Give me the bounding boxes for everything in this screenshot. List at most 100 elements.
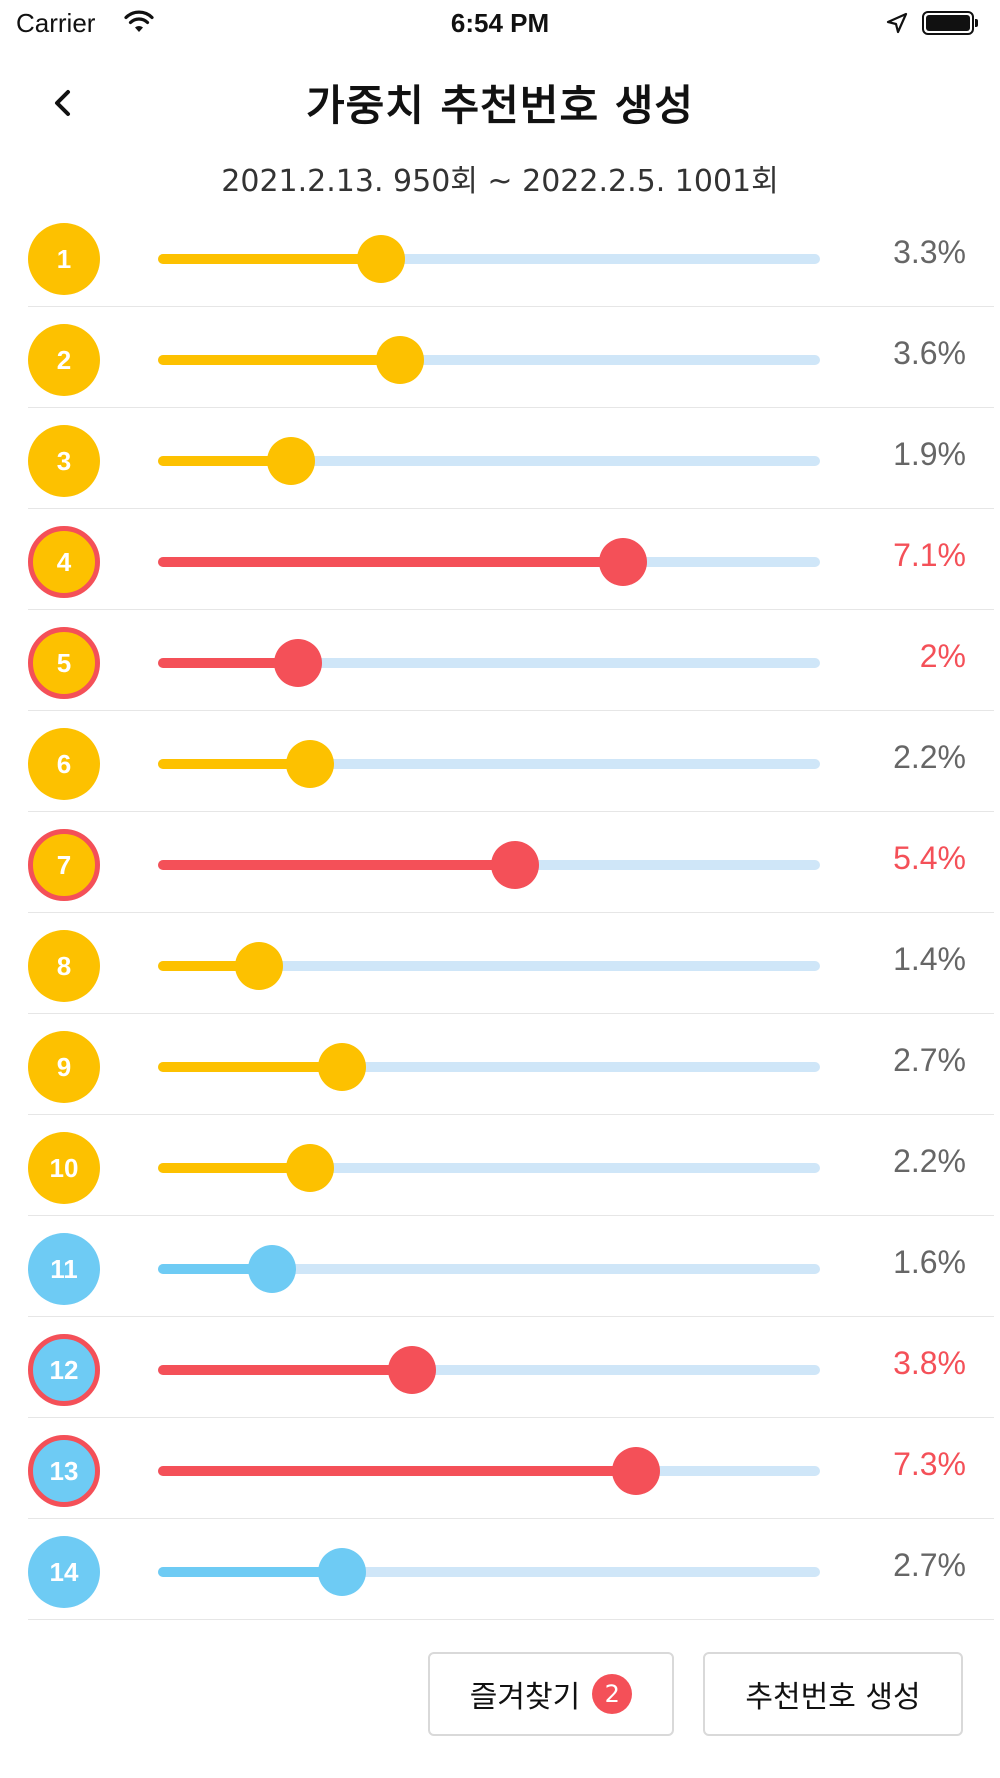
slider-thumb[interactable] [318,1043,367,1091]
number-ball[interactable]: 1 [28,223,100,295]
favorites-count-badge: 2 [592,1674,633,1714]
percent-label: 5.4% [893,840,966,876]
weight-slider[interactable] [158,1346,820,1394]
weight-row: 1 3.3% [28,206,994,307]
weight-slider[interactable] [158,1548,820,1596]
weight-row: 8 1.4% [28,913,994,1014]
number-ball[interactable]: 6 [28,728,100,800]
weight-row: 9 2.7% [28,1014,994,1115]
slider-thumb[interactable] [598,538,647,586]
percent-label: 2.7% [893,1547,966,1583]
page-title: 가중치 추천번호 생성 [305,81,694,130]
slider-fill [158,1567,343,1577]
slider-track [158,1163,820,1173]
slider-fill [158,1264,273,1274]
slider-fill [158,961,260,971]
favorites-button[interactable]: 즐겨찾기 2 [428,1652,674,1736]
slider-track [158,759,820,769]
weight-slider[interactable] [158,1043,820,1091]
number-ball[interactable]: 5 [28,627,100,699]
slider-thumb[interactable] [248,1245,297,1293]
status-bar: Carrier 6:54 PM [0,0,1000,50]
slider-track [158,961,820,971]
slider-thumb[interactable] [235,942,284,990]
slider-track [158,1264,820,1274]
generate-numbers-button[interactable]: 추천번호 생성 [703,1652,963,1736]
percent-label: 7.1% [893,537,966,573]
weight-slider[interactable] [158,1245,820,1293]
slider-fill [158,355,400,365]
location-arrow-icon [886,12,908,38]
chevron-left-icon [55,90,70,116]
weight-slider[interactable] [158,538,820,586]
slider-track [158,456,820,466]
slider-thumb[interactable] [286,1144,335,1192]
weight-list: 1 3.3% 2 3.6% 3 1.9% 4 7.1% 5 2% 6 2.2% 7 5.4% 8 1.4% 9 2… [28,206,994,1620]
slider-thumb[interactable] [356,235,405,283]
number-ball[interactable]: 10 [28,1132,100,1204]
number-ball[interactable]: 3 [28,425,100,497]
weight-slider[interactable] [158,336,820,384]
battery-icon [922,11,978,35]
weight-row: 6 2.2% [28,711,994,812]
number-ball[interactable]: 11 [28,1233,100,1305]
weight-row: 7 5.4% [28,812,994,913]
percent-label: 2% [919,638,966,674]
slider-track [158,254,820,264]
slider-fill [158,1062,343,1072]
slider-fill [158,860,515,870]
weight-row: 13 7.3% [28,1418,994,1519]
weight-slider[interactable] [158,1144,820,1192]
number-ball[interactable]: 14 [28,1536,100,1608]
slider-track [158,355,820,365]
weight-slider[interactable] [158,1447,820,1495]
weight-slider[interactable] [158,639,820,687]
back-button[interactable] [44,78,84,128]
weight-slider[interactable] [158,437,820,485]
number-ball[interactable]: 2 [28,324,100,396]
number-ball[interactable]: 7 [28,829,100,901]
slider-track [158,1062,820,1072]
weight-slider[interactable] [158,942,820,990]
wifi-icon [124,10,154,38]
slider-track [158,658,820,668]
percent-label: 3.3% [893,234,966,270]
percent-label: 3.6% [893,335,966,371]
number-ball[interactable]: 4 [28,526,100,598]
slider-fill [158,658,298,668]
weight-slider[interactable] [158,740,820,788]
slider-fill [158,456,292,466]
number-ball[interactable]: 9 [28,1031,100,1103]
slider-thumb[interactable] [273,639,322,687]
percent-label: 7.3% [893,1446,966,1482]
favorites-label: 즐겨찾기 [469,1680,581,1715]
weight-slider[interactable] [158,235,820,283]
weight-row: 4 7.1% [28,509,994,610]
slider-thumb[interactable] [611,1447,660,1495]
number-ball[interactable]: 12 [28,1334,100,1406]
percent-label: 1.6% [893,1244,966,1280]
slider-fill [158,1466,636,1476]
slider-fill [158,557,623,567]
slider-track [158,1567,820,1577]
percent-label: 2.2% [893,1143,966,1179]
generate-label: 추천번호 생성 [745,1680,921,1715]
weight-slider[interactable] [158,841,820,889]
slider-thumb[interactable] [490,841,539,889]
slider-thumb[interactable] [388,1346,437,1394]
slider-thumb[interactable] [318,1548,367,1596]
slider-thumb[interactable] [267,437,316,485]
percent-label: 1.4% [893,941,966,977]
date-range: 2021.2.13. 950회 ~ 2022.2.5. 1001회 [221,164,779,199]
number-ball[interactable]: 8 [28,930,100,1002]
slider-thumb[interactable] [286,740,335,788]
number-ball[interactable]: 13 [28,1435,100,1507]
weight-row: 11 1.6% [28,1216,994,1317]
percent-label: 2.7% [893,1042,966,1078]
slider-fill [158,759,311,769]
slider-thumb[interactable] [375,336,424,384]
percent-label: 3.8% [893,1345,966,1381]
clock-time: 6:54 PM [450,8,550,38]
weight-row: 10 2.2% [28,1115,994,1216]
weight-row: 3 1.9% [28,408,994,509]
